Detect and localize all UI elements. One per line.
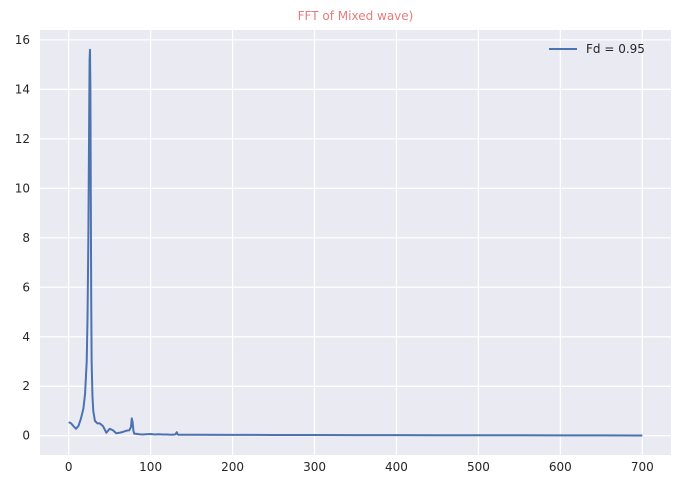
y-tick-label: 4 <box>22 330 30 344</box>
y-tick-label: 14 <box>15 82 30 96</box>
legend: Fd = 0.95 <box>549 42 645 56</box>
x-tick-label: 400 <box>385 460 408 474</box>
y-tick-label: 6 <box>22 280 30 294</box>
x-tick-label: 600 <box>549 460 572 474</box>
x-tick-label: 200 <box>221 460 244 474</box>
series-line <box>68 48 643 437</box>
grid <box>40 30 671 455</box>
plot-area <box>40 30 671 455</box>
x-tick-label: 300 <box>303 460 326 474</box>
y-tick-label: 0 <box>22 429 30 443</box>
chart-title: FFT of Mixed wave) <box>298 9 414 23</box>
y-tick-label: 2 <box>22 379 30 393</box>
x-tick-label: 700 <box>631 460 654 474</box>
series-layer <box>68 48 643 437</box>
x-tick-label: 500 <box>467 460 490 474</box>
y-tick-label: 10 <box>15 181 30 195</box>
tick-labels: 0 100 200 300 400 500 600 700 0 2 4 6 8 10 12 14 16 <box>15 33 654 474</box>
y-tick-label: 12 <box>15 132 30 146</box>
legend-label: Fd = 0.95 <box>586 42 645 56</box>
y-tick-label: 8 <box>22 231 30 245</box>
y-tick-label: 16 <box>15 33 30 47</box>
x-tick-label: 100 <box>139 460 162 474</box>
x-tick-label: 0 <box>65 460 73 474</box>
